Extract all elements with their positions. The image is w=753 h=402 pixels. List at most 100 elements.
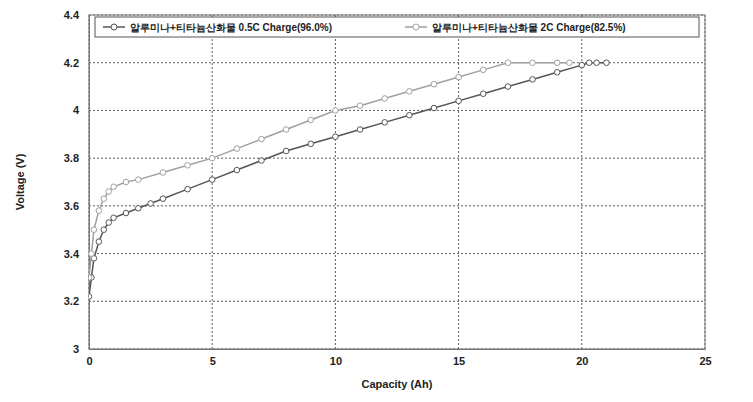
tick: 3 [73, 343, 89, 355]
marker [505, 60, 511, 66]
tick: 4 [73, 104, 89, 116]
tick-label: 3 [73, 343, 79, 355]
tick-label: 10 [330, 355, 342, 367]
x-axis: 0 5 10 15 20 25 [86, 349, 711, 367]
legend: 알루미나+티타늄산화물 0.5C Charge(96.0%) 알루미나+티타늄산화… [95, 17, 699, 37]
tick: 4.4 [64, 9, 89, 21]
tick: 15 [453, 349, 465, 367]
tick-label: 25 [699, 355, 711, 367]
marker [357, 103, 363, 109]
marker [185, 163, 191, 169]
marker [259, 158, 265, 164]
legend-label: 알루미나+티타늄산화물 2C Charge(82.5%) [432, 22, 626, 33]
tick: 3.8 [64, 152, 89, 164]
marker [604, 60, 610, 66]
plot-frame [89, 15, 705, 349]
marker [209, 177, 215, 183]
marker [431, 81, 437, 87]
marker [594, 60, 600, 66]
marker [579, 62, 585, 68]
tick: 5 [210, 349, 216, 367]
tick: 3.4 [64, 248, 89, 260]
marker [123, 179, 129, 185]
marker [101, 227, 107, 233]
marker [89, 251, 94, 257]
marker [89, 294, 92, 300]
tick: 0 [86, 349, 92, 367]
marker [89, 275, 92, 281]
marker [407, 112, 413, 118]
marker [111, 184, 117, 190]
series-line [89, 63, 569, 278]
tick: 4.2 [64, 57, 89, 69]
grid-line [458, 15, 459, 349]
tick: 3.2 [64, 295, 89, 307]
plot-area [89, 15, 705, 349]
marker [567, 60, 573, 66]
tick-label: 4.4 [64, 9, 80, 21]
tick-label: 5 [210, 355, 216, 367]
tick: 20 [576, 349, 588, 367]
tick-label: 3.6 [64, 200, 79, 212]
tick-label: 4 [73, 104, 80, 116]
marker [96, 239, 102, 245]
grid-line [89, 110, 705, 111]
marker [530, 77, 536, 83]
grid-line [89, 158, 705, 159]
marker [283, 148, 289, 154]
marker [283, 127, 289, 133]
marker [333, 134, 339, 140]
tick-label: 4.2 [64, 57, 79, 69]
marker [135, 177, 141, 183]
tick-label: 3.4 [64, 248, 80, 260]
tick: 3.6 [64, 200, 89, 212]
tick-label: 15 [453, 355, 465, 367]
marker [123, 210, 129, 216]
marker [530, 60, 536, 66]
chart: 0 5 10 15 20 25 3 3.2 3.4 3.6 3.8 4 4.2 4.4 Capacity (… [0, 0, 753, 402]
marker [234, 167, 240, 173]
marker [160, 196, 166, 202]
legend-marker [413, 24, 419, 30]
marker [382, 120, 388, 126]
y-axis: 3 3.2 3.4 3.6 3.8 4 4.2 4.4 [64, 9, 90, 355]
data-layer [89, 60, 609, 299]
marker [505, 84, 511, 90]
marker [106, 220, 112, 226]
marker [101, 196, 107, 202]
marker [586, 60, 592, 66]
series-line [89, 63, 606, 297]
marker [160, 170, 166, 176]
marker [259, 136, 265, 142]
marker [357, 127, 363, 133]
marker [480, 67, 486, 73]
marker [407, 89, 413, 95]
grid-line [89, 205, 705, 206]
marker [234, 146, 240, 152]
marker [554, 69, 560, 75]
marker [135, 205, 141, 211]
marker [308, 141, 314, 147]
grid-line [89, 301, 705, 302]
tick: 25 [699, 349, 711, 367]
marker [96, 208, 102, 214]
tick-label: 0 [86, 355, 92, 367]
tick-label: 20 [576, 355, 588, 367]
tick-label: 3.8 [64, 152, 79, 164]
marker [185, 186, 191, 192]
marker [111, 215, 117, 221]
x-axis-title: Capacity (Ah) [362, 378, 433, 390]
tick-label: 3.2 [64, 295, 79, 307]
legend-label: 알루미나+티타늄산화물 0.5C Charge(96.0%) [130, 22, 332, 33]
grid-line [89, 62, 705, 63]
y-axis-title: Voltage (V) [14, 153, 26, 210]
marker [333, 108, 339, 114]
marker [209, 155, 215, 161]
marker [106, 189, 112, 195]
marker [148, 201, 154, 207]
marker [554, 60, 560, 66]
grid-line [335, 15, 336, 349]
legend-box [95, 17, 699, 37]
marker [382, 96, 388, 102]
marker [456, 74, 462, 80]
